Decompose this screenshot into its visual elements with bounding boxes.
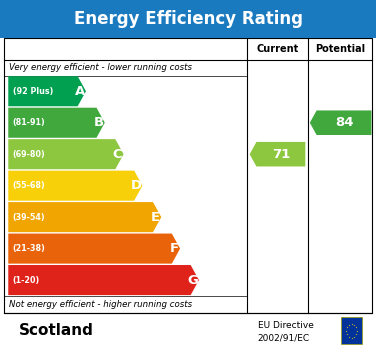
Text: B: B	[94, 116, 104, 129]
Text: Not energy efficient - higher running costs: Not energy efficient - higher running co…	[9, 300, 193, 309]
Text: D: D	[131, 179, 142, 192]
Text: E: E	[150, 211, 160, 224]
Bar	[4, 38, 372, 313]
Text: (21-38): (21-38)	[13, 244, 45, 253]
Text: 71: 71	[272, 148, 290, 161]
Text: (69-80): (69-80)	[13, 150, 45, 159]
Text: EU Directive: EU Directive	[258, 321, 314, 330]
Text: Potential: Potential	[315, 44, 365, 54]
Text: G: G	[187, 274, 198, 286]
Text: Current: Current	[256, 44, 299, 54]
Polygon shape	[8, 76, 86, 106]
Text: Very energy efficient - lower running costs: Very energy efficient - lower running co…	[9, 63, 193, 72]
Text: F: F	[169, 242, 179, 255]
Text: (39-54): (39-54)	[13, 213, 45, 222]
Polygon shape	[8, 139, 124, 169]
Bar	[341, 317, 362, 344]
Polygon shape	[8, 234, 180, 264]
Polygon shape	[8, 202, 161, 232]
Text: Energy Efficiency Rating: Energy Efficiency Rating	[73, 10, 303, 28]
Text: (92 Plus): (92 Plus)	[13, 87, 53, 96]
Text: A: A	[74, 85, 85, 98]
Text: 2002/91/EC: 2002/91/EC	[258, 333, 310, 342]
Text: Scotland: Scotland	[19, 323, 94, 338]
Text: C: C	[112, 148, 122, 161]
Polygon shape	[8, 108, 105, 138]
Bar	[0, 0, 376, 38]
Polygon shape	[250, 142, 305, 166]
Text: (1-20): (1-20)	[13, 276, 40, 285]
Text: (55-68): (55-68)	[13, 181, 45, 190]
Polygon shape	[310, 110, 371, 135]
Polygon shape	[8, 171, 143, 201]
Text: (81-91): (81-91)	[13, 118, 45, 127]
Polygon shape	[8, 265, 199, 295]
Text: 84: 84	[335, 116, 353, 129]
